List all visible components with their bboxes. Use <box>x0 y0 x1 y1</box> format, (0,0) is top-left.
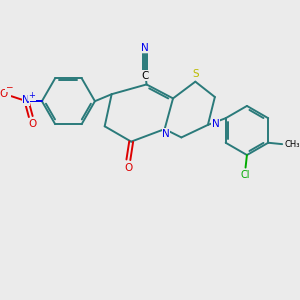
Text: N: N <box>22 95 30 105</box>
Text: N: N <box>212 118 219 128</box>
Text: CH₃: CH₃ <box>284 140 300 148</box>
Text: −: − <box>5 82 13 91</box>
Text: N: N <box>162 129 170 139</box>
Text: O: O <box>28 119 36 129</box>
Text: Cl: Cl <box>241 170 250 180</box>
Text: O: O <box>0 89 8 100</box>
Text: N: N <box>141 43 149 52</box>
Text: C: C <box>141 70 149 80</box>
Text: S: S <box>193 69 200 79</box>
Text: +: + <box>28 91 35 100</box>
Text: O: O <box>124 163 133 172</box>
